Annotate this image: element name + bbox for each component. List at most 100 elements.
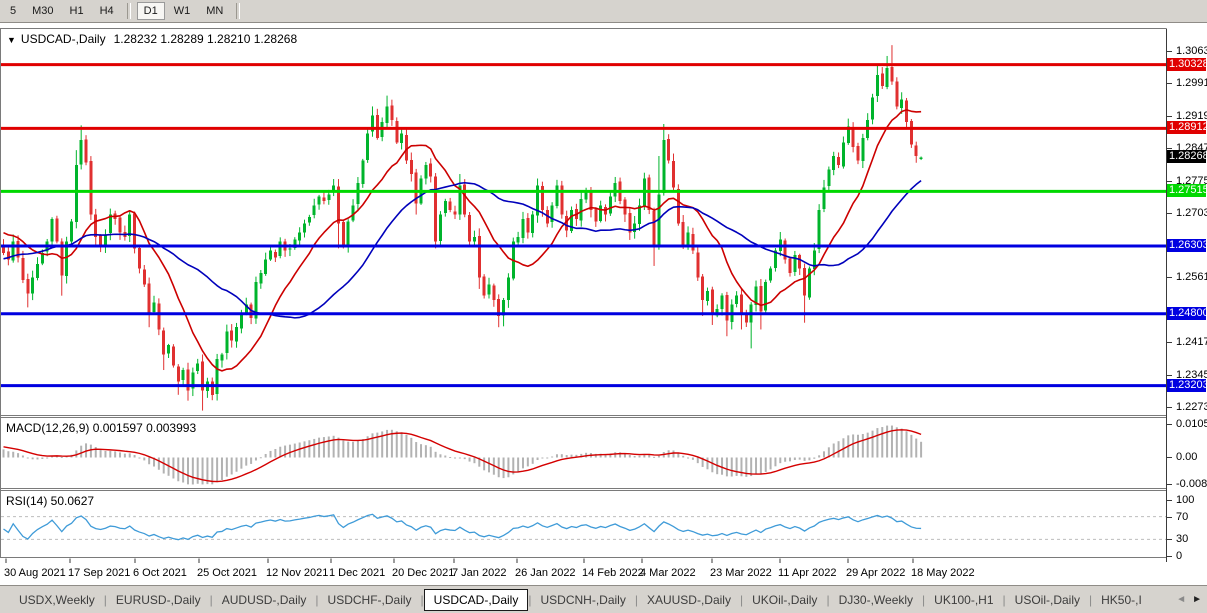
macd-histogram-bar <box>657 455 660 458</box>
chart-tab-ukoil-daily[interactable]: UKOil-,Daily <box>752 592 818 607</box>
macd-histogram-bar <box>580 453 583 458</box>
candle-body <box>560 185 564 215</box>
macd-histogram-bar <box>759 457 762 474</box>
candle-body <box>356 183 360 205</box>
chart-tab-dj30-weekly[interactable]: DJ30-,Weekly <box>838 592 914 607</box>
chart-tab-xauusd-daily[interactable]: XAUUSD-,Daily <box>646 592 731 607</box>
chart-tab-usdx-weekly[interactable]: USDX,Weekly <box>19 592 95 607</box>
macd-histogram-bar <box>12 451 15 458</box>
candle-body <box>298 232 302 241</box>
timeframe-button-5[interactable]: 5 <box>10 5 17 17</box>
time-axis-label: 12 Nov 2021 <box>266 567 329 579</box>
timeframe-button-w1[interactable]: W1 <box>173 5 191 17</box>
chart-tab-usdcad-daily[interactable]: USDCAD-,Daily <box>423 588 529 611</box>
macd-histogram-bar <box>861 433 864 458</box>
candle-body <box>531 214 535 234</box>
chart-area[interactable]: ▼ USDCAD-,Daily 1.28232 1.28289 1.28210 1.… <box>0 23 1207 585</box>
macd-histogram-bar <box>36 457 39 460</box>
chart-tab-hk50-i[interactable]: HK50-,I <box>1101 592 1142 607</box>
timeframe-button-h1[interactable]: H1 <box>69 5 84 17</box>
candle-body <box>754 286 758 305</box>
macd-histogram-bar <box>803 457 806 461</box>
candle-body <box>875 74 879 97</box>
candle-body <box>671 160 675 188</box>
macd-histogram-bar <box>128 453 131 458</box>
macd-histogram-bar <box>468 457 471 462</box>
candlestick-chart-canvas[interactable] <box>0 23 1167 585</box>
macd-axis-tick-mark <box>1167 484 1172 485</box>
candle-body <box>812 250 816 270</box>
tab-separator: | <box>315 592 319 607</box>
candle-body <box>856 145 860 161</box>
macd-histogram-bar <box>555 454 558 458</box>
chart-tab-usoil-daily[interactable]: USOil-,Daily <box>1014 592 1080 607</box>
chart-tab-usdchf-daily[interactable]: USDCHF-,Daily <box>327 592 412 607</box>
tab-scroll-right-icon[interactable]: ► <box>1192 594 1202 605</box>
macd-histogram-bar <box>910 434 913 458</box>
macd-histogram-bar <box>507 457 510 478</box>
macd-histogram-bar <box>531 457 534 464</box>
macd-histogram-bar <box>764 457 767 472</box>
price-axis-tick-mark <box>1167 180 1172 182</box>
candle-body <box>764 282 768 311</box>
macd-histogram-bar <box>75 450 78 458</box>
candle-body <box>322 197 326 202</box>
candle-body <box>99 235 103 247</box>
candle-body <box>705 291 709 301</box>
price-axis-tick-mark <box>1167 277 1172 279</box>
timeframe-button-mn[interactable]: MN <box>206 5 224 17</box>
macd-histogram-bar <box>133 455 136 458</box>
macd-histogram-bar <box>269 450 272 458</box>
timeframe-button-h4[interactable]: H4 <box>99 5 114 17</box>
candle-body <box>638 205 642 224</box>
candle-body <box>589 191 593 211</box>
macd-histogram-bar <box>677 452 680 458</box>
rsi-axis-label: 100 <box>1176 494 1195 506</box>
chart-tab-eurusd-daily[interactable]: EURUSD-,Daily <box>115 592 201 607</box>
macd-histogram-bar <box>798 457 801 460</box>
macd-histogram-bar <box>206 457 209 485</box>
macd-histogram-bar <box>818 455 821 458</box>
price-axis-tick-label: 1.29910 <box>1176 77 1207 90</box>
candle-body <box>827 169 831 187</box>
candle-body <box>142 269 146 285</box>
candle-body <box>846 126 850 143</box>
candle-body <box>201 361 205 391</box>
chart-tab-audusd-daily[interactable]: AUDUSD-,Daily <box>221 592 307 607</box>
macd-histogram-bar <box>599 453 602 458</box>
tab-scroll-arrows: ◄ ► <box>1176 594 1207 605</box>
candle-body <box>167 345 171 354</box>
candle-body <box>463 184 467 215</box>
macd-histogram-bar <box>740 457 743 477</box>
macd-histogram-bar <box>876 428 879 458</box>
macd-histogram-bar <box>201 457 204 485</box>
macd-histogram-bar <box>80 445 83 458</box>
macd-histogram-bar <box>216 457 219 483</box>
price-axis-tick-mark <box>1167 51 1172 52</box>
candle-body <box>565 215 569 231</box>
candle-body <box>502 300 506 316</box>
price-axis[interactable]: 1.306301.299101.291901.284701.277501.270… <box>1167 23 1207 585</box>
macd-histogram-bar <box>259 457 262 459</box>
timeframe-button-d1[interactable]: D1 <box>136 2 165 20</box>
candle-body <box>341 221 345 247</box>
moving-average-line-13 <box>3 109 922 372</box>
candle-body <box>608 196 612 214</box>
chart-tab-uk100-h1[interactable]: UK100-,H1 <box>934 592 994 607</box>
macd-histogram-bar <box>769 457 772 470</box>
macd-histogram-bar <box>541 457 544 459</box>
tab-scroll-left-icon[interactable]: ◄ <box>1176 594 1187 605</box>
macd-histogram-bar <box>288 444 291 458</box>
macd-histogram-bar <box>191 457 194 485</box>
timeframe-button-m30[interactable]: M30 <box>32 5 54 17</box>
macd-histogram-bar <box>148 457 151 465</box>
candle-body <box>905 100 909 123</box>
macd-histogram-bar <box>235 457 238 472</box>
candle-body <box>55 218 59 242</box>
symbol-dropdown-icon[interactable]: ▼ <box>7 35 16 45</box>
macd-histogram-bar <box>837 441 840 458</box>
macd-histogram-bar <box>109 450 112 458</box>
macd-histogram-bar <box>691 457 694 460</box>
chart-tab-usdcnh-daily[interactable]: USDCNH-,Daily <box>540 592 626 607</box>
candle-body <box>79 140 83 165</box>
